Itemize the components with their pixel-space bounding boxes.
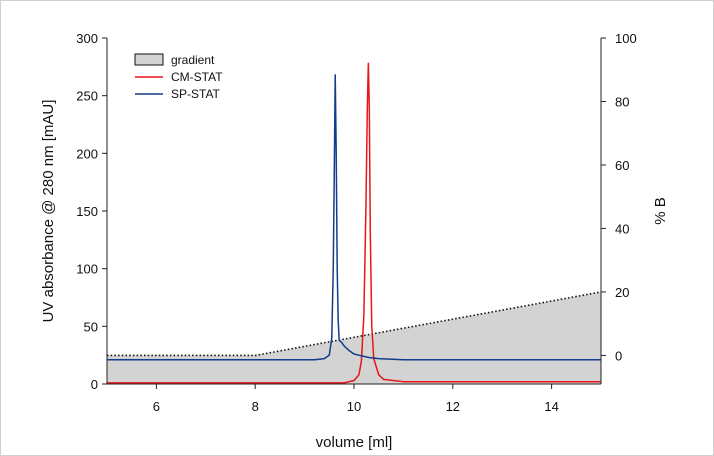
x-tick-label: 8 bbox=[252, 399, 259, 414]
y-tick-label-right: 40 bbox=[615, 221, 629, 236]
x-tick-label: 12 bbox=[446, 399, 460, 414]
y-tick-label-left: 150 bbox=[76, 204, 98, 219]
y-tick-label-right: 100 bbox=[615, 31, 637, 46]
x-tick-label: 10 bbox=[347, 399, 361, 414]
legend-label-gradient: gradient bbox=[171, 53, 215, 67]
legend-swatch-gradient bbox=[134, 53, 164, 66]
y-tick-label-left: 200 bbox=[76, 146, 98, 161]
x-tick-label: 6 bbox=[153, 399, 160, 414]
gradient-line bbox=[107, 291, 602, 357]
y-tick-label-left: 100 bbox=[76, 262, 98, 277]
y-axis-title-right: % B bbox=[652, 197, 669, 225]
series-line-cm-stat bbox=[107, 62, 601, 384]
y-tick-label-right: 80 bbox=[615, 94, 629, 109]
series-line-sp-stat bbox=[107, 74, 601, 361]
y-tick-label-right: 20 bbox=[615, 285, 629, 300]
legend-label-cm-stat: CM-STAT bbox=[171, 70, 223, 84]
y-tick-label-right: 0 bbox=[615, 348, 622, 363]
y-tick-label-right: 60 bbox=[615, 158, 629, 173]
x-axis-title: volume [ml] bbox=[316, 434, 393, 451]
y-tick-label-left: 250 bbox=[76, 89, 98, 104]
legend-label-sp-stat: SP-STAT bbox=[171, 87, 221, 101]
x-tick-label: 14 bbox=[544, 399, 558, 414]
y-tick-label-left: 50 bbox=[84, 319, 98, 334]
y-tick-label-left: 300 bbox=[76, 31, 98, 46]
y-tick-label-left: 0 bbox=[91, 377, 98, 392]
y-axis-title-left: UV absorbance @ 280 nm [mAU] bbox=[40, 100, 57, 323]
